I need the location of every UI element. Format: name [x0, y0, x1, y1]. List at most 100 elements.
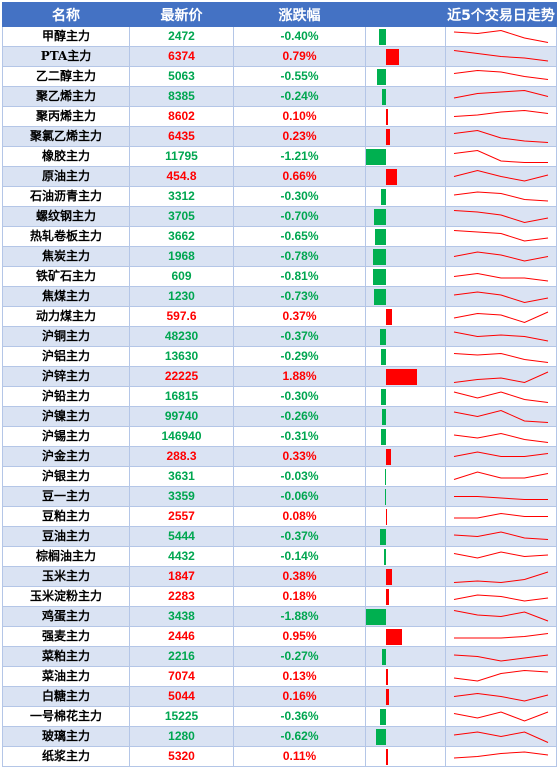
table-row: 焦炭主力 1968 -0.78%: [2, 246, 557, 267]
table-row: 强麦主力 2446 0.95%: [2, 626, 557, 647]
latest-price: 48230: [129, 326, 234, 347]
change-bar-cell: [365, 286, 446, 307]
trend-sparkline: [453, 610, 549, 622]
commodity-name: 橡胶主力: [2, 146, 130, 167]
table-row: 橡胶主力 11795 -1.21%: [2, 146, 557, 167]
trend-sparkline-cell: [445, 126, 557, 147]
table-row: 玻璃主力 1280 -0.62%: [2, 726, 557, 747]
trend-sparkline-cell: [445, 626, 557, 647]
trend-sparkline-cell: [445, 226, 557, 247]
commodity-name: 玻璃主力: [2, 726, 130, 747]
commodity-name: 沪锌主力: [2, 366, 130, 387]
table-row: 沪铅主力 16815 -0.30%: [2, 386, 557, 407]
commodity-name: 纸浆主力: [2, 746, 130, 767]
trend-sparkline: [453, 731, 549, 743]
change-bar-up: [386, 169, 397, 185]
commodity-name: 强麦主力: [2, 626, 130, 647]
latest-price: 5320: [129, 746, 234, 767]
header-price: 最新价: [129, 2, 234, 27]
commodity-name: 豆一主力: [2, 486, 130, 507]
change-bar-cell: [365, 626, 446, 647]
change-bar-down: [377, 69, 386, 85]
commodity-name: 玉米淀粉主力: [2, 586, 130, 607]
change-percent: -0.24%: [233, 86, 366, 107]
change-percent: -0.37%: [233, 326, 366, 347]
latest-price: 7074: [129, 666, 234, 687]
header-row: 名称 最新价 涨跌幅 近5个交易日走势: [2, 2, 557, 27]
change-percent: -0.81%: [233, 266, 366, 287]
header-bar: [365, 2, 446, 27]
latest-price: 2557: [129, 506, 234, 527]
trend-sparkline-cell: [445, 426, 557, 447]
change-percent: 0.10%: [233, 106, 366, 127]
futures-quote-table: 名称 最新价 涨跌幅 近5个交易日走势 甲醇主力 2472 -0.40% PTA主力 6…: [2, 2, 557, 767]
change-bar-down: [380, 329, 386, 345]
trend-line: [453, 129, 549, 143]
change-percent: 0.79%: [233, 46, 366, 67]
trend-sparkline-cell: [445, 326, 557, 347]
commodity-name: 焦炭主力: [2, 246, 130, 267]
latest-price: 2446: [129, 626, 234, 647]
change-percent: -0.30%: [233, 386, 366, 407]
latest-price: 288.3: [129, 446, 234, 467]
trend-sparkline: [453, 169, 549, 182]
trend-sparkline: [454, 512, 548, 519]
change-percent: 0.66%: [233, 166, 366, 187]
change-percent: 0.23%: [233, 126, 366, 147]
commodity-name: 甲醇主力: [2, 26, 130, 47]
trend-line: [453, 169, 549, 182]
change-bar-down: [385, 469, 386, 485]
latest-price: 609: [129, 266, 234, 287]
change-bar-down: [381, 429, 386, 445]
trend-line: [453, 109, 549, 117]
change-percent: 0.16%: [233, 686, 366, 707]
change-bar-cell: [365, 106, 446, 127]
trend-sparkline: [453, 409, 549, 423]
change-bar-cell: [365, 446, 446, 467]
change-bar-cell: [365, 546, 446, 567]
change-bar-cell: [365, 386, 446, 407]
change-bar-up: [386, 49, 399, 65]
change-bar-cell: [365, 726, 446, 747]
latest-price: 11795: [129, 146, 234, 167]
commodity-name: 原油主力: [2, 166, 130, 187]
table-row: 棕榈油主力 4432 -0.14%: [2, 546, 557, 567]
change-percent: -0.14%: [233, 546, 366, 567]
latest-price: 15225: [129, 706, 234, 727]
latest-price: 2283: [129, 586, 234, 607]
trend-line: [453, 471, 549, 480]
change-bar-down: [381, 189, 386, 205]
commodity-name: 沪锡主力: [2, 426, 130, 447]
trend-sparkline-cell: [445, 646, 557, 667]
commodity-name: 菜粕主力: [2, 646, 130, 667]
table-row: 玉米主力 1847 0.38%: [2, 566, 557, 587]
change-bar-down: [366, 149, 386, 165]
trend-sparkline: [453, 191, 549, 202]
change-bar-up: [386, 109, 388, 125]
trend-line: [453, 751, 549, 759]
trend-sparkline-cell: [445, 386, 557, 407]
trend-sparkline: [453, 371, 549, 384]
change-bar-up: [386, 129, 390, 145]
change-bar-up: [386, 629, 402, 645]
trend-sparkline: [453, 149, 548, 163]
change-bar-down: [381, 349, 386, 365]
trend-sparkline: [453, 471, 549, 480]
table-row: 玉米淀粉主力 2283 0.18%: [2, 586, 557, 607]
trend-line: [453, 69, 549, 80]
latest-price: 6374: [129, 46, 234, 67]
commodity-name: 聚丙烯主力: [2, 106, 130, 127]
trend-sparkline: [453, 654, 549, 662]
trend-sparkline: [453, 711, 549, 722]
latest-price: 1280: [129, 726, 234, 747]
trend-sparkline-cell: [445, 526, 557, 547]
trend-sparkline: [453, 451, 549, 457]
trend-sparkline-cell: [445, 586, 557, 607]
change-percent: -1.21%: [233, 146, 366, 167]
latest-price: 22225: [129, 366, 234, 387]
change-bar-cell: [365, 246, 446, 267]
commodity-name: 沪铅主力: [2, 386, 130, 407]
trend-line: [453, 272, 549, 282]
trend-line: [453, 531, 549, 540]
table-row: 动力煤主力 597.6 0.37%: [2, 306, 557, 327]
